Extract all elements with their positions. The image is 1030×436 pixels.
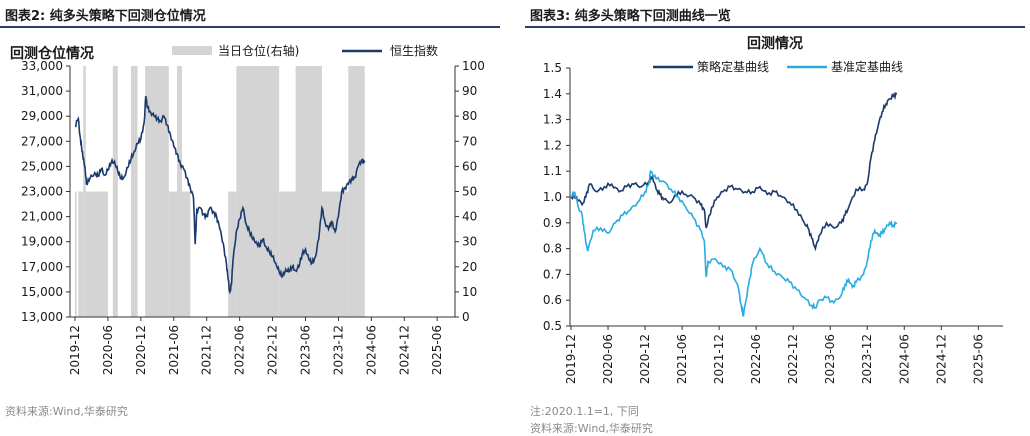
y-tick-label: 25,000 [21, 159, 63, 173]
y-tick-label: 0.5 [543, 319, 562, 333]
x-tick-label: 2024-06 [364, 325, 378, 375]
x-tick-label: 2019-12 [564, 334, 578, 384]
strategy-line [570, 91, 898, 252]
right-chart: 回测情况 策略定基曲线 基准定基曲线 0.5 0.6 0.7 0.8 0.9 1.0 1.1… [543, 35, 1003, 384]
right-chart-title: 回测情况 [747, 35, 803, 52]
y2-tick-label: 60 [462, 159, 477, 173]
x-tick-label: 2023-06 [298, 325, 312, 375]
position-bar [182, 191, 191, 317]
right-legend: 策略定基曲线 基准定基曲线 [653, 59, 903, 74]
x-tick-label: 2020-06 [101, 325, 115, 375]
x-tick-label: 2020-06 [601, 334, 615, 384]
hsi-line [74, 95, 366, 295]
position-bar [83, 66, 86, 317]
x-tick-label: 2024-12 [397, 325, 411, 375]
left-chart: 回测仓位情况 当日仓位(右轴) 恒生指数 13,00015,00017,0001… [10, 43, 485, 375]
x-tick-label: 2023-12 [860, 334, 874, 384]
y2-tick-label: 10 [462, 285, 477, 299]
position-bar [295, 66, 322, 317]
y-tick-label: 0.9 [543, 216, 562, 230]
left-title-rule [0, 26, 500, 28]
position-bar [130, 66, 138, 317]
y-tick-label: 1.0 [543, 190, 562, 204]
x-tick-label: 2022-06 [749, 334, 763, 384]
x-tick-label: 2023-06 [823, 334, 837, 384]
x-tick-label: 2021-06 [167, 325, 181, 375]
y-tick-label: 23,000 [21, 185, 63, 199]
y-tick-label: 1.3 [543, 113, 562, 127]
y2-tick-label: 20 [462, 260, 477, 274]
right-title-rule [525, 26, 1025, 28]
position-bar [236, 66, 280, 317]
right-axes: 0.5 0.6 0.7 0.8 0.9 1.0 1.1 1.2 1.3 1.4 1.5 2019-12… [543, 61, 1003, 384]
y2-tick-label: 30 [462, 235, 477, 249]
y2-tick-label: 40 [462, 210, 477, 224]
y-tick-label: 1.4 [543, 87, 562, 101]
y2-tick-label: 0 [462, 310, 470, 324]
position-bar [348, 66, 365, 317]
left-source: 资料来源:Wind,华泰研究 [5, 405, 128, 418]
y-tick-label: 0.7 [543, 267, 562, 281]
y-tick-label: 33,000 [21, 59, 63, 73]
position-bar [321, 191, 349, 317]
y-tick-label: 1.5 [543, 61, 562, 75]
y-tick-label: 15,000 [21, 285, 63, 299]
right-note: 注:2020.1.1=1, 下同 [530, 405, 639, 418]
left-chart-title: 回测仓位情况 [10, 45, 94, 62]
y2-tick-label: 90 [462, 84, 477, 98]
position-bar [177, 66, 183, 317]
x-tick-label: 2024-06 [897, 334, 911, 384]
x-tick-label: 2021-12 [712, 334, 726, 384]
position-bar [168, 191, 178, 317]
left-axes: 13,000 15,000 17,000 19,000 21,000 23,000 25,0… [21, 59, 485, 375]
y-tick-label: 17,000 [21, 260, 63, 274]
position-bar [279, 191, 296, 317]
x-tick-label: 2020-12 [134, 325, 148, 375]
legend-label-position: 当日仓位(右轴) [218, 43, 299, 58]
y2-tick-label: 70 [462, 134, 477, 148]
x-tick-label: 2025-06 [971, 334, 985, 384]
y-tick-label: 29,000 [21, 109, 63, 123]
legend-label-benchmark: 基准定基曲线 [831, 59, 903, 74]
legend-label-hsi: 恒生指数 [390, 43, 438, 58]
position-bars [75, 66, 365, 317]
left-legend: 当日仓位(右轴) 恒生指数 [172, 43, 438, 58]
right-source: 资料来源:Wind,华泰研究 [530, 422, 653, 435]
y-tick-label: 1.1 [543, 164, 562, 178]
x-tick-label: 2020-12 [638, 334, 652, 384]
x-tick-label: 2023-12 [331, 325, 345, 375]
y-tick-label: 19,000 [21, 235, 63, 249]
position-bar [78, 191, 84, 317]
x-tick-label: 2021-12 [200, 325, 214, 375]
x-tick-label: 2021-06 [675, 334, 689, 384]
position-bar [112, 66, 118, 317]
y2-tick-label: 80 [462, 109, 477, 123]
benchmark-line [570, 169, 898, 318]
position-bar [85, 191, 108, 317]
x-tick-label: 2019-12 [68, 325, 82, 375]
left-figure-title: 图表2: 纯多头策略下回测仓位情况 [5, 9, 206, 24]
position-bar [228, 191, 237, 317]
y2-tick-label: 100 [462, 59, 485, 73]
position-bar [75, 191, 77, 317]
y-tick-label: 0.8 [543, 242, 562, 256]
legend-swatch-position [172, 46, 212, 55]
x-tick-label: 2022-06 [233, 325, 247, 375]
y-tick-label: 27,000 [21, 134, 63, 148]
y-tick-label: 21,000 [21, 210, 63, 224]
right-figure-title: 图表3: 纯多头策略下回测曲线一览 [530, 9, 731, 24]
x-tick-label: 2025-06 [430, 325, 444, 375]
y-tick-label: 31,000 [21, 84, 63, 98]
y-tick-label: 13,000 [21, 310, 63, 324]
x-tick-label: 2024-12 [934, 334, 948, 384]
y2-tick-label: 50 [462, 185, 477, 199]
left-figure: 图表2: 纯多头策略下回测仓位情况 回测仓位情况 当日仓位(右轴) 恒生指数 1… [0, 0, 505, 434]
x-tick-label: 2022-12 [786, 334, 800, 384]
right-figure: 图表3: 纯多头策略下回测曲线一览 回测情况 策略定基曲线 基准定基曲线 0.5… [525, 0, 1030, 435]
legend-label-strategy: 策略定基曲线 [697, 59, 769, 74]
position-bar [145, 66, 169, 317]
y-tick-label: 0.6 [543, 293, 562, 307]
x-tick-label: 2022-12 [266, 325, 280, 375]
y-tick-label: 1.2 [543, 138, 562, 152]
